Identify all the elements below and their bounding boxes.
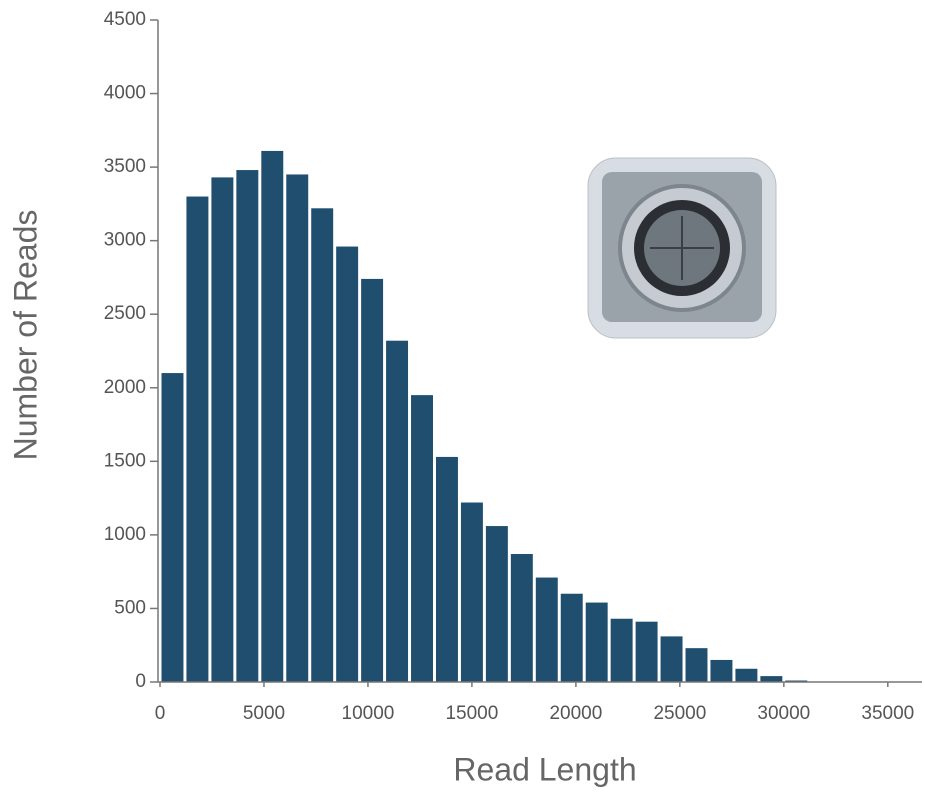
bar — [236, 170, 259, 682]
bar — [735, 668, 758, 682]
bar — [460, 502, 483, 682]
bar — [211, 177, 234, 683]
bar — [386, 340, 409, 682]
y-axis-title: Number of Reads — [7, 210, 43, 461]
bar — [186, 196, 209, 683]
bar — [311, 208, 334, 682]
bar — [336, 246, 359, 682]
y-tick-label: 3500 — [104, 156, 146, 177]
bar — [610, 618, 633, 682]
y-tick-label: 2500 — [104, 303, 146, 324]
y-tick-label: 4000 — [104, 83, 146, 104]
x-tick-label: 0 — [155, 703, 166, 724]
x-tick-label: 10000 — [342, 703, 395, 724]
x-tick-label: 20000 — [549, 703, 602, 724]
x-tick-label: 15000 — [445, 703, 498, 724]
bar — [535, 577, 558, 682]
bar — [585, 602, 608, 682]
bar — [660, 636, 683, 682]
bar — [560, 593, 583, 682]
bar — [261, 150, 284, 682]
bar — [635, 621, 658, 682]
y-tick-label: 1500 — [104, 450, 146, 471]
bar — [510, 554, 533, 682]
y-tick-label: 3000 — [104, 230, 146, 251]
x-tick-label: 35000 — [861, 703, 914, 724]
y-tick-label: 1000 — [104, 524, 146, 545]
bar — [710, 659, 733, 682]
bar — [411, 395, 433, 682]
bar — [485, 526, 508, 682]
bar — [361, 278, 384, 682]
bar — [685, 648, 708, 682]
bar — [435, 456, 458, 682]
bar — [286, 174, 309, 682]
y-tick-label: 0 — [135, 671, 146, 692]
y-tick-label: 4500 — [104, 9, 146, 30]
bar — [760, 676, 783, 682]
y-tick-label: 2000 — [104, 377, 146, 398]
device-photo — [587, 157, 777, 339]
x-tick-label: 25000 — [653, 703, 706, 724]
x-tick-label: 30000 — [757, 703, 810, 724]
x-tick-label: 5000 — [243, 703, 285, 724]
x-axis-title: Read Length — [453, 751, 636, 787]
bar — [161, 373, 184, 682]
y-tick-label: 500 — [114, 597, 146, 618]
